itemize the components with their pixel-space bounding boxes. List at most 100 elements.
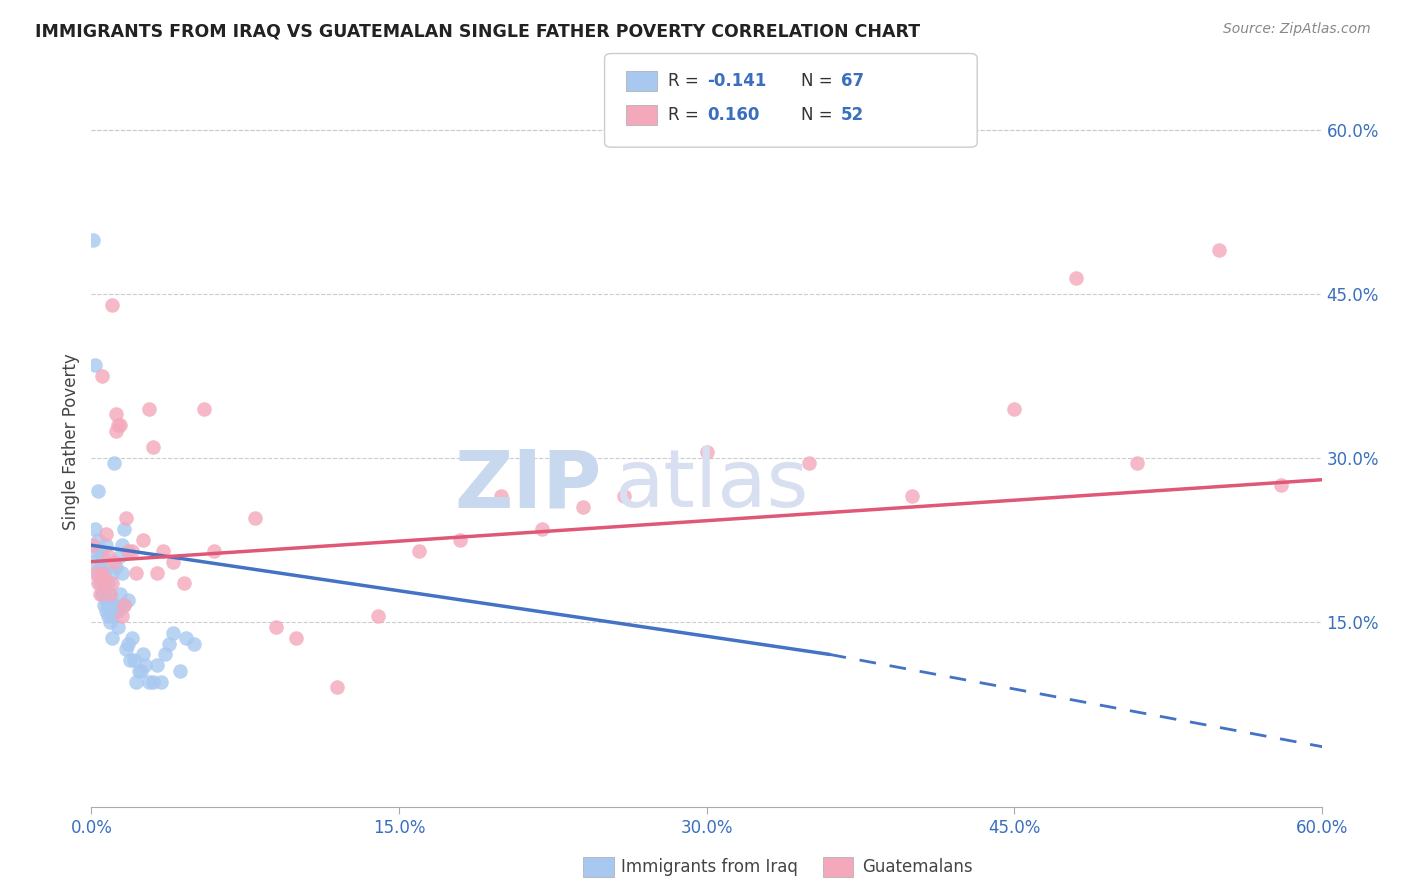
Point: [84, 522, 107, 536]
Point: [111, 566, 134, 580]
Point: [86, 576, 108, 591]
Point: [97, 609, 120, 624]
Text: -0.141: -0.141: [707, 72, 766, 90]
Text: 52: 52: [841, 106, 863, 124]
Point: [900, 489, 922, 503]
Point: [98, 587, 121, 601]
Y-axis label: Single Father Poverty: Single Father Poverty: [62, 353, 80, 530]
Point: [115, 511, 138, 525]
Point: [125, 566, 148, 580]
Point: [193, 401, 215, 416]
Text: N =: N =: [801, 72, 838, 90]
Point: [94, 604, 117, 618]
Point: [89, 543, 111, 558]
Point: [86, 483, 108, 498]
Point: [169, 664, 191, 678]
Point: [131, 533, 153, 547]
Point: [326, 680, 349, 694]
Point: [103, 456, 125, 470]
Point: [449, 533, 471, 547]
Point: [98, 615, 121, 629]
Text: R =: R =: [668, 72, 704, 90]
Point: [245, 511, 267, 525]
Point: [101, 576, 124, 591]
Point: [97, 576, 120, 591]
Point: [93, 576, 115, 591]
Point: [93, 566, 115, 580]
Point: [572, 500, 595, 514]
Point: [90, 571, 112, 585]
Point: [107, 418, 129, 433]
Point: [1208, 244, 1230, 258]
Point: [125, 674, 148, 689]
Point: [153, 648, 177, 662]
Point: [173, 576, 195, 591]
Point: [101, 566, 124, 580]
Text: 0.160: 0.160: [707, 106, 759, 124]
Point: [162, 625, 184, 640]
Point: [82, 233, 104, 247]
Point: [142, 674, 165, 689]
Point: [138, 401, 160, 416]
Text: atlas: atlas: [614, 446, 808, 524]
Point: [101, 599, 124, 613]
Point: [162, 555, 184, 569]
Point: [93, 571, 115, 585]
Point: [93, 599, 115, 613]
Point: [108, 587, 131, 601]
Point: [112, 522, 135, 536]
Point: [202, 543, 225, 558]
Point: [107, 620, 129, 634]
Point: [93, 587, 115, 601]
Point: [1002, 401, 1025, 416]
Point: [157, 636, 180, 650]
Point: [82, 538, 104, 552]
Point: [105, 407, 127, 421]
Point: [108, 418, 131, 433]
Point: [108, 549, 131, 564]
Point: [86, 533, 108, 547]
Point: [82, 555, 104, 569]
Point: [94, 592, 117, 607]
Point: [134, 658, 156, 673]
Point: [101, 631, 124, 645]
Point: [90, 587, 112, 601]
Point: [89, 587, 111, 601]
Point: [98, 599, 121, 613]
Point: [90, 566, 112, 580]
Point: [408, 543, 430, 558]
Point: [84, 358, 107, 372]
Text: IMMIGRANTS FROM IRAQ VS GUATEMALAN SINGLE FATHER POVERTY CORRELATION CHART: IMMIGRANTS FROM IRAQ VS GUATEMALAN SINGL…: [35, 22, 921, 40]
Point: [531, 522, 554, 536]
Point: [90, 587, 112, 601]
Point: [146, 566, 169, 580]
Point: [94, 582, 117, 596]
Point: [142, 440, 165, 454]
Point: [94, 527, 117, 541]
Point: [111, 538, 134, 552]
Point: [613, 489, 636, 503]
Point: [84, 566, 107, 580]
Point: [152, 543, 174, 558]
Point: [111, 609, 134, 624]
Text: ZIP: ZIP: [454, 446, 602, 524]
Point: [1064, 270, 1087, 285]
Text: Immigrants from Iraq: Immigrants from Iraq: [621, 858, 799, 876]
Text: 67: 67: [841, 72, 863, 90]
Point: [84, 543, 107, 558]
Point: [90, 369, 112, 384]
Point: [150, 674, 173, 689]
Point: [107, 604, 129, 618]
Point: [129, 664, 152, 678]
Point: [90, 549, 112, 564]
Point: [1270, 478, 1292, 492]
Point: [93, 576, 115, 591]
Point: [97, 599, 120, 613]
Point: [121, 543, 143, 558]
Point: [117, 636, 139, 650]
Point: [103, 599, 125, 613]
Point: [146, 658, 169, 673]
Point: [183, 636, 205, 650]
Point: [115, 642, 138, 657]
Point: [89, 576, 111, 591]
